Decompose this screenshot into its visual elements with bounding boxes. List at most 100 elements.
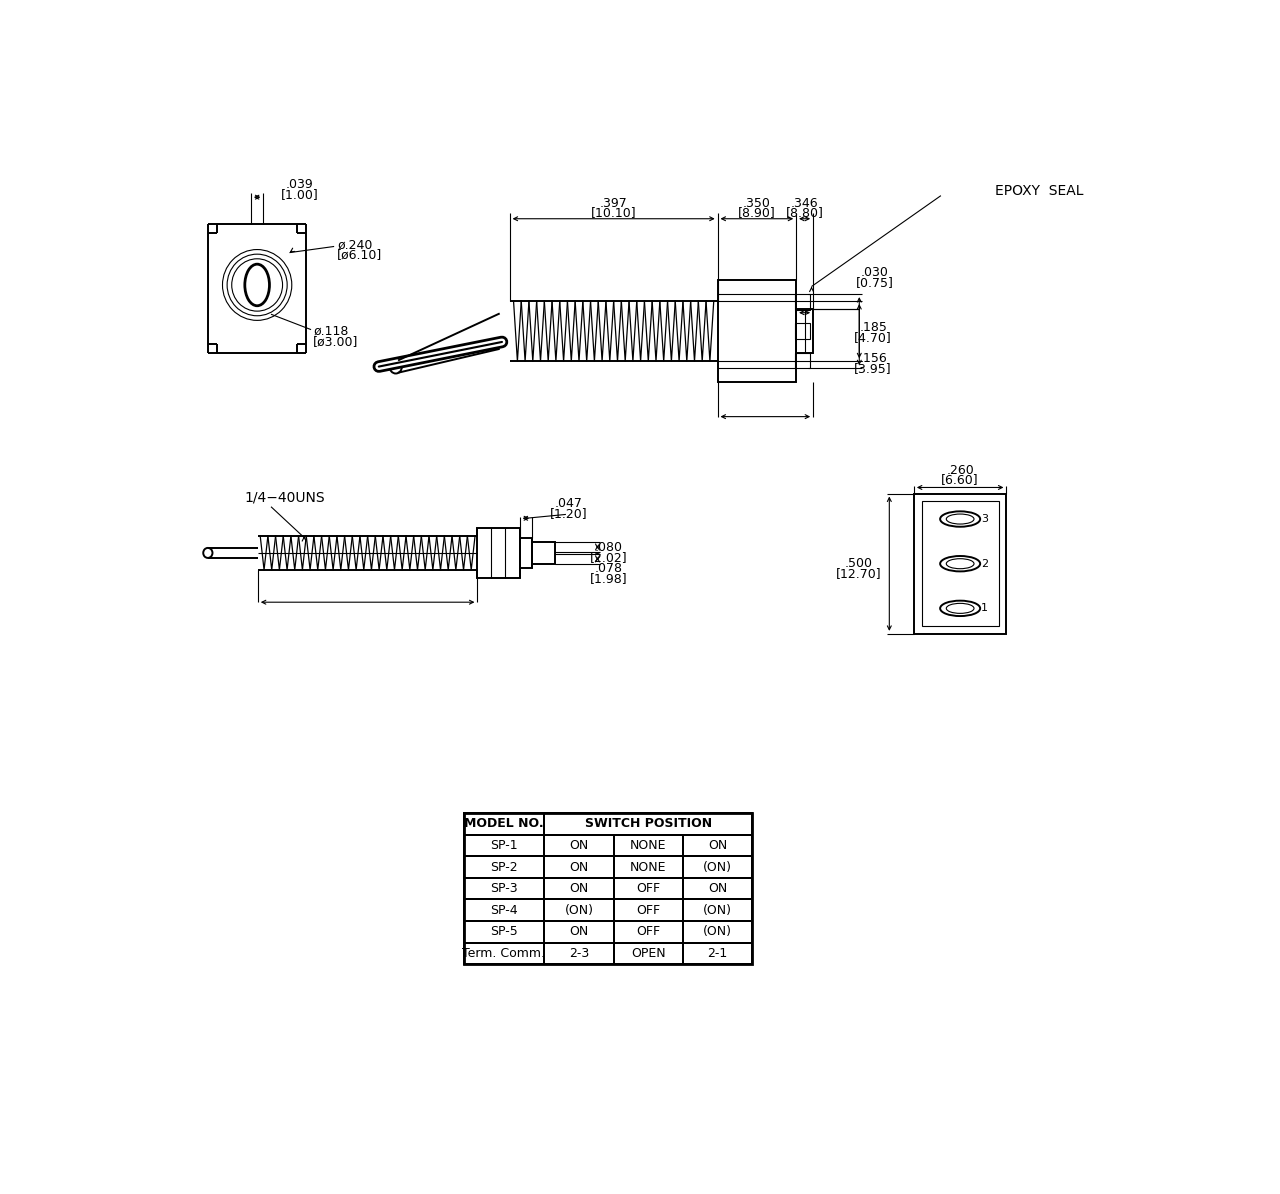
- Bar: [477, 528, 520, 578]
- Text: (ON): (ON): [703, 861, 732, 874]
- Bar: [544, 942, 613, 964]
- Bar: [795, 324, 810, 339]
- Bar: [613, 899, 684, 921]
- Text: .500: .500: [845, 558, 873, 571]
- Bar: [463, 878, 544, 899]
- Text: SP-3: SP-3: [490, 882, 517, 896]
- Text: [ø3.00]: [ø3.00]: [314, 334, 358, 347]
- Text: (ON): (ON): [703, 904, 732, 917]
- Ellipse shape: [389, 359, 402, 374]
- Text: ON: ON: [570, 839, 589, 853]
- Bar: [463, 921, 544, 942]
- Bar: [544, 921, 613, 942]
- Bar: [463, 856, 544, 878]
- Text: 1/4−40UNS: 1/4−40UNS: [244, 491, 325, 505]
- Text: NONE: NONE: [630, 839, 667, 853]
- Text: ON: ON: [570, 882, 589, 896]
- Text: ø.240: ø.240: [337, 239, 372, 252]
- Text: .185: .185: [859, 321, 887, 334]
- Text: ON: ON: [570, 925, 589, 938]
- Bar: [796, 309, 813, 353]
- Text: [1.20]: [1.20]: [549, 507, 588, 521]
- Text: [12.70]: [12.70]: [836, 567, 882, 580]
- Bar: [463, 813, 753, 964]
- Ellipse shape: [940, 511, 980, 527]
- Ellipse shape: [946, 603, 974, 614]
- Bar: [684, 835, 753, 856]
- Bar: [613, 921, 684, 942]
- Bar: [684, 942, 753, 964]
- Text: 1: 1: [982, 603, 988, 614]
- Bar: [463, 899, 544, 921]
- Text: SWITCH POSITION: SWITCH POSITION: [585, 818, 712, 831]
- Text: .346: .346: [791, 197, 818, 210]
- Bar: [795, 294, 810, 309]
- Text: Term. Comm.: Term. Comm.: [462, 947, 545, 960]
- Bar: [613, 878, 684, 899]
- Bar: [684, 856, 753, 878]
- Text: (ON): (ON): [564, 904, 594, 917]
- Text: [8.80]: [8.80]: [786, 207, 823, 219]
- Ellipse shape: [204, 548, 212, 558]
- Text: NONE: NONE: [630, 861, 667, 874]
- Text: 3: 3: [982, 515, 988, 524]
- Text: [8.90]: [8.90]: [739, 207, 776, 219]
- Text: .078: .078: [595, 562, 623, 574]
- Bar: [795, 352, 810, 368]
- Text: 2: 2: [982, 559, 988, 568]
- Text: .030: .030: [860, 266, 888, 279]
- Text: 2-3: 2-3: [568, 947, 589, 960]
- Text: SP-5: SP-5: [490, 925, 518, 938]
- Text: [1.98]: [1.98]: [590, 572, 628, 585]
- Ellipse shape: [940, 556, 980, 572]
- Text: SP-4: SP-4: [490, 904, 517, 917]
- Bar: [463, 813, 544, 835]
- Bar: [532, 542, 556, 564]
- Text: SP-2: SP-2: [490, 861, 517, 874]
- Bar: [718, 281, 796, 382]
- Bar: [684, 921, 753, 942]
- Text: .260: .260: [946, 464, 974, 478]
- Text: .397: .397: [600, 197, 627, 210]
- Text: ON: ON: [708, 882, 727, 896]
- Bar: [613, 835, 684, 856]
- Text: MODEL NO.: MODEL NO.: [465, 818, 544, 831]
- Text: .047: .047: [554, 497, 582, 510]
- Text: SP-1: SP-1: [490, 839, 517, 853]
- Text: OFF: OFF: [636, 925, 660, 938]
- Text: [ø6.10]: [ø6.10]: [337, 248, 383, 261]
- Text: [0.75]: [0.75]: [856, 276, 893, 289]
- Text: [10.10]: [10.10]: [591, 207, 636, 219]
- Bar: [922, 501, 998, 626]
- Text: (ON): (ON): [703, 925, 732, 938]
- Text: [1.00]: [1.00]: [280, 189, 319, 202]
- Text: ON: ON: [708, 839, 727, 853]
- Ellipse shape: [940, 601, 980, 616]
- Text: OFF: OFF: [636, 904, 660, 917]
- Bar: [544, 878, 613, 899]
- Bar: [544, 899, 613, 921]
- Text: ø.118: ø.118: [314, 325, 348, 338]
- Text: .350: .350: [742, 197, 771, 210]
- Bar: [520, 537, 532, 568]
- Bar: [463, 942, 544, 964]
- Bar: [684, 899, 753, 921]
- Text: [6.60]: [6.60]: [941, 473, 979, 486]
- Bar: [613, 942, 684, 964]
- Text: OFF: OFF: [636, 882, 660, 896]
- Bar: [544, 856, 613, 878]
- Bar: [544, 835, 613, 856]
- Ellipse shape: [244, 264, 270, 306]
- Bar: [613, 856, 684, 878]
- Text: .080: .080: [595, 541, 623, 554]
- Bar: [914, 493, 1006, 634]
- Text: [4.70]: [4.70]: [854, 331, 892, 344]
- Text: [3.95]: [3.95]: [854, 362, 892, 375]
- Text: .156: .156: [859, 351, 887, 364]
- Text: .039: .039: [285, 178, 314, 191]
- Bar: [463, 835, 544, 856]
- Ellipse shape: [946, 559, 974, 568]
- Text: EPOXY  SEAL: EPOXY SEAL: [995, 184, 1083, 198]
- Ellipse shape: [946, 515, 974, 524]
- Text: [2.02]: [2.02]: [590, 552, 628, 564]
